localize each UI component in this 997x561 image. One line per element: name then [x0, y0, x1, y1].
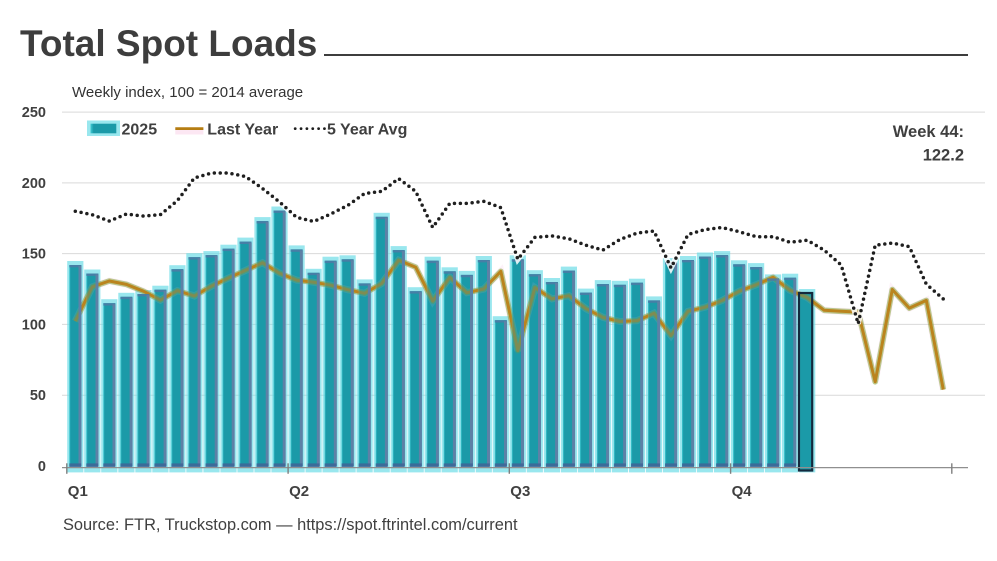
- svg-text:Last Year: Last Year: [207, 122, 278, 139]
- svg-text:Weekly index, 100 = 2014 avera: Weekly index, 100 = 2014 average: [72, 84, 303, 101]
- svg-text:2025: 2025: [122, 122, 158, 139]
- svg-text:Q4: Q4: [732, 483, 753, 500]
- svg-text:Q1: Q1: [68, 483, 88, 500]
- svg-text:Q2: Q2: [289, 483, 309, 500]
- svg-text:150: 150: [22, 247, 46, 263]
- svg-text:5 Year Avg: 5 Year Avg: [327, 122, 407, 139]
- svg-text:250: 250: [22, 105, 46, 121]
- svg-text:200: 200: [22, 176, 46, 192]
- svg-text:Week 44:: Week 44:: [893, 123, 964, 141]
- svg-text:100: 100: [22, 317, 46, 333]
- svg-text:0: 0: [38, 459, 46, 475]
- svg-text:Q3: Q3: [510, 483, 530, 500]
- svg-text:50: 50: [30, 388, 46, 404]
- svg-text:122.2: 122.2: [923, 147, 964, 165]
